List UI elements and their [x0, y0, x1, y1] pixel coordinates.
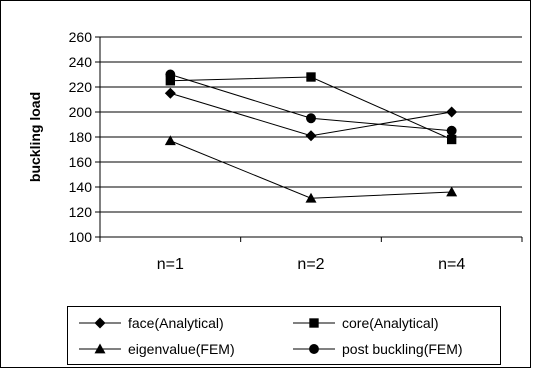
legend-swatch-circle: [293, 344, 335, 354]
legend-swatch-triangle: [79, 343, 121, 354]
y-tick-label: 160: [69, 154, 93, 170]
marker-circle: [446, 125, 457, 136]
marker-triangle: [305, 192, 317, 203]
marker-square: [309, 318, 319, 328]
marker-diamond: [446, 106, 458, 118]
y-tick-label: 240: [69, 54, 93, 70]
legend-item-post-buckling: post buckling(FEM): [290, 338, 463, 360]
y-tick-label: 120: [69, 204, 93, 220]
legend: face(Analytical) core(Analytical) eigenv…: [67, 306, 501, 365]
legend-label-eigenvalue: eigenvalue(FEM): [128, 341, 235, 357]
marker-diamond: [94, 317, 106, 329]
marker-circle: [306, 113, 316, 124]
legend-swatch-diamond: [79, 317, 121, 329]
marker-square: [165, 76, 176, 86]
marker-triangle: [94, 343, 106, 354]
marker-triangle: [164, 135, 176, 146]
y-tick-label: 180: [69, 129, 93, 145]
y-tick-label: 140: [69, 179, 93, 195]
marker-diamond: [164, 87, 176, 99]
marker-diamond: [305, 130, 317, 142]
marker-circle: [165, 69, 176, 80]
marker-triangle: [446, 186, 458, 197]
marker-circle: [309, 344, 319, 354]
x-tick-label: n=1: [157, 256, 184, 273]
legend-label-face: face(Analytical): [128, 315, 224, 331]
y-tick-label: 100: [69, 229, 93, 245]
legend-item-face: face(Analytical): [76, 312, 224, 334]
y-tick-label: 220: [69, 79, 93, 95]
y-tick-label: 260: [69, 29, 93, 45]
x-tick-label: n=4: [438, 256, 465, 273]
marker-square: [446, 134, 457, 145]
x-tick-label: n=2: [297, 256, 324, 273]
y-axis-title: buckling load: [27, 92, 43, 182]
series-line: [170, 140, 452, 199]
legend-label-post-buckling: post buckling(FEM): [342, 341, 463, 357]
legend-swatch-square: [293, 318, 335, 328]
series-line: [170, 76, 452, 140]
legend-item-core: core(Analytical): [290, 312, 438, 334]
legend-item-eigenvalue: eigenvalue(FEM): [76, 338, 235, 360]
y-tick-label: 200: [69, 104, 93, 120]
marker-square: [306, 72, 316, 82]
legend-label-core: core(Analytical): [342, 315, 439, 331]
